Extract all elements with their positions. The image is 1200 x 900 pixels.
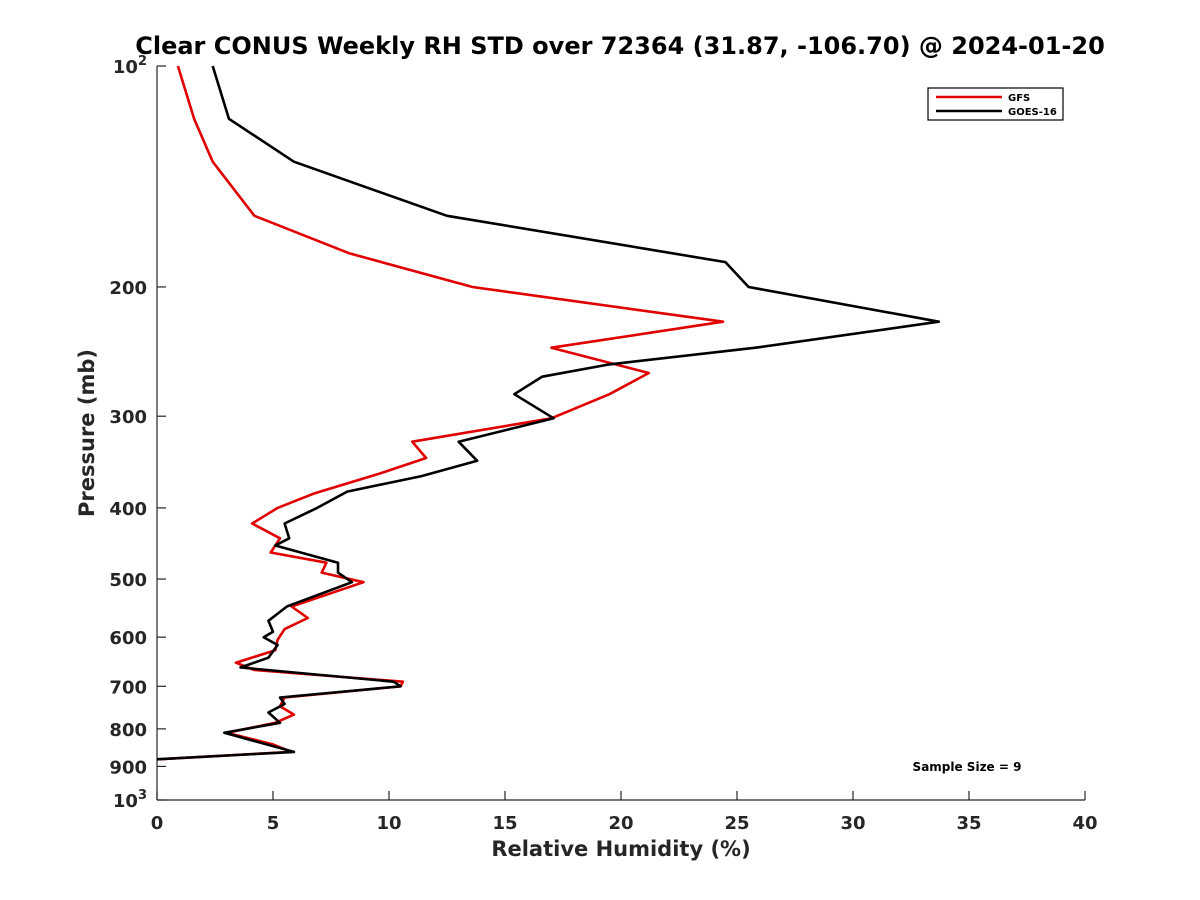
x-tick-label: 40 [1072, 813, 1097, 834]
x-tick-label: 25 [724, 813, 749, 834]
sample-size-annotation: Sample Size = 9 [913, 760, 1022, 774]
x-axis-label: Relative Humidity (%) [491, 837, 750, 861]
series-lines [156, 65, 941, 761]
y-tick-label: 800 [109, 720, 147, 741]
x-tick-label: 0 [151, 813, 164, 834]
series-line-gfs [156, 65, 725, 761]
x-tick-label: 35 [956, 813, 981, 834]
y-axis-label: Pressure (mb) [75, 349, 99, 517]
y-axis-ticks: 102 200 300 400 500 600 700 800 900 103 [109, 54, 166, 812]
series-line-goes-16 [156, 65, 941, 761]
y-tick-label: 103 [113, 788, 147, 812]
y-tick-label: 200 [109, 278, 147, 299]
x-axis-ticks: 0 5 10 15 20 25 30 35 40 [151, 791, 1098, 834]
y-tick-label: 600 [109, 628, 147, 649]
legend-label-gfs: GFS [1008, 93, 1030, 104]
y-tick-label: 500 [109, 570, 147, 591]
y-tick-label: 102 [113, 54, 147, 78]
x-tick-label: 5 [267, 813, 280, 834]
legend: GFS GOES-16 [927, 87, 1064, 121]
x-tick-label: 20 [608, 813, 633, 834]
legend-box [927, 87, 1064, 121]
y-tick-label: 400 [109, 499, 147, 520]
x-tick-label: 30 [840, 813, 865, 834]
y-tick-label: 300 [109, 407, 147, 428]
x-tick-label: 15 [492, 813, 517, 834]
y-tick-label: 700 [109, 677, 147, 698]
x-tick-label: 10 [376, 813, 401, 834]
plot-area [157, 66, 1085, 800]
legend-label-goes-16: GOES-16 [1008, 107, 1057, 118]
y-tick-label: 900 [109, 757, 147, 778]
chart-title: Clear CONUS Weekly RH STD over 72364 (31… [135, 32, 1105, 60]
